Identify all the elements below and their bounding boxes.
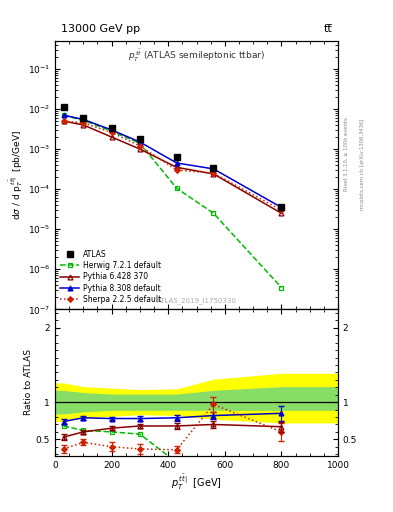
Text: Rivet 3.1.10, ≥ 100k events: Rivet 3.1.10, ≥ 100k events bbox=[344, 117, 349, 190]
Text: tt̅: tt̅ bbox=[323, 24, 332, 34]
Text: $p_T^{\,t\bar{t}}$ (ATLAS semileptonic ttbar): $p_T^{\,t\bar{t}}$ (ATLAS semileptonic t… bbox=[128, 48, 265, 64]
Text: 13000 GeV pp: 13000 GeV pp bbox=[61, 24, 140, 34]
Text: mcplots.cern.ch [arXiv:1306.3436]: mcplots.cern.ch [arXiv:1306.3436] bbox=[360, 118, 365, 209]
Legend: ATLAS, Herwig 7.2.1 default, Pythia 6.428 370, Pythia 8.308 default, Sherpa 2.2.: ATLAS, Herwig 7.2.1 default, Pythia 6.42… bbox=[59, 248, 163, 306]
Y-axis label: Ratio to ATLAS: Ratio to ATLAS bbox=[24, 350, 33, 416]
Text: ATLAS_2019_I1750330: ATLAS_2019_I1750330 bbox=[156, 297, 237, 304]
Y-axis label: d$\sigma$ / d p$_T^{\,t\bar{t}|}$  [pb/GeV]: d$\sigma$ / d p$_T^{\,t\bar{t}|}$ [pb/Ge… bbox=[7, 130, 25, 220]
X-axis label: $p_T^{\,t\bar{t}|}$  [GeV]: $p_T^{\,t\bar{t}|}$ [GeV] bbox=[171, 472, 222, 492]
